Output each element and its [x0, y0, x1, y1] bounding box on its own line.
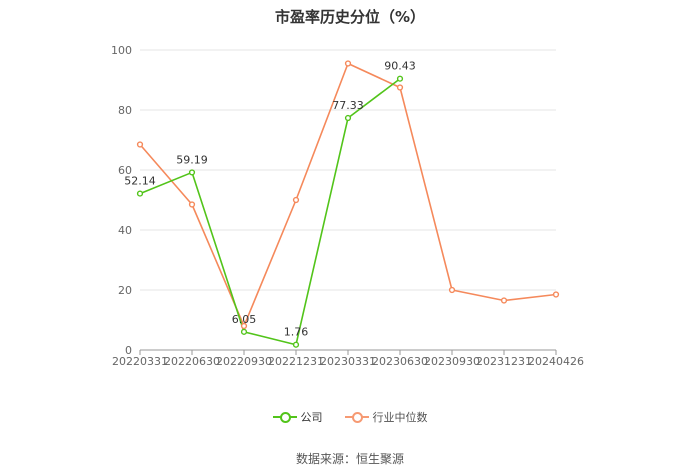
chart-legend: 公司 行业中位数 [0, 409, 700, 425]
data-label-company: 90.43 [384, 60, 416, 73]
x-tick-label: 20231231 [476, 355, 532, 368]
data-point-industry-median [136, 141, 144, 148]
legend-item-company[interactable]: 公司 [272, 409, 323, 425]
y-tick-label: 80 [118, 104, 132, 117]
series-line-company [139, 78, 401, 346]
legend-swatch-industry-median [344, 411, 369, 423]
y-tick-label: 100 [111, 44, 132, 57]
legend-label-industry-median: 行业中位数 [372, 411, 428, 424]
x-tick-label: 20230331 [320, 355, 376, 368]
legend-label-company: 公司 [300, 411, 323, 424]
data-point-company [292, 341, 300, 348]
data-label-company: 52.14 [124, 175, 156, 188]
x-tick-label: 20230930 [424, 355, 480, 368]
chart-title: 市盈率历史分位（%） [274, 8, 426, 26]
data-point-industry-median [500, 297, 508, 304]
data-point-company [396, 75, 404, 82]
y-tick-label: 0 [125, 344, 132, 357]
legend-item-industry-median[interactable]: 行业中位数 [344, 409, 428, 425]
data-label-company: 59.19 [176, 153, 208, 166]
data-point-industry-median [344, 60, 352, 67]
data-point-company [136, 190, 144, 197]
data-point-industry-median [448, 286, 456, 294]
data-point-company [240, 328, 248, 335]
data-point-company [344, 114, 352, 122]
data-label-company: 1.76 [284, 326, 309, 339]
data-point-company [188, 169, 196, 176]
x-tick-label: 20220930 [216, 355, 272, 368]
x-tick-label: 20230630 [372, 355, 428, 368]
data-point-industry-median [240, 322, 248, 330]
data-point-industry-median [552, 291, 560, 298]
y-tick-label: 40 [118, 224, 132, 237]
y-tick-label: 60 [118, 164, 132, 177]
legend-swatch-company [272, 411, 297, 423]
data-point-industry-median [188, 201, 196, 208]
data-label-company: 6.05 [232, 313, 257, 326]
x-tick-label: 20220331 [112, 355, 168, 368]
data-source-note: 数据来源：恒生聚源 [295, 452, 404, 466]
data-point-industry-median [292, 196, 300, 204]
x-tick-label: 20221231 [268, 355, 324, 368]
data-point-industry-median [396, 84, 404, 91]
data-label-company: 77.33 [332, 99, 364, 112]
y-tick-label: 20 [118, 284, 132, 297]
x-tick-label: 20220630 [164, 355, 220, 368]
x-tick-label: 20240426 [528, 355, 584, 368]
